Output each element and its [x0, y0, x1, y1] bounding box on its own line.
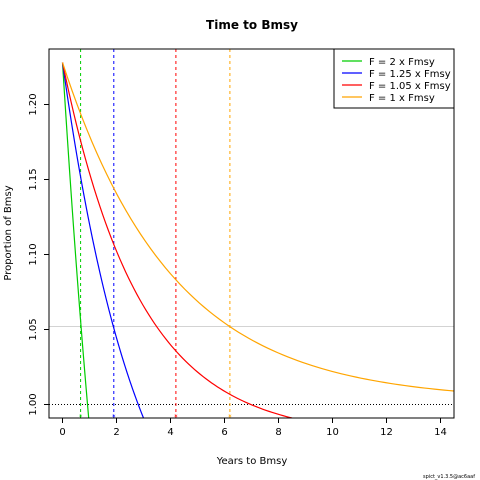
legend-label-3: F = 1.05 x Fmsy [369, 81, 451, 92]
bmsy-time-marker-1: * [79, 413, 83, 421]
series-line-1 [61, 62, 90, 418]
y-tick-label: 1.10 [28, 243, 39, 265]
series-line-4 [61, 62, 454, 392]
x-axis-label: Years to Bmsy [216, 456, 288, 467]
chart-title: Time to Bmsy [206, 18, 298, 32]
y-tick-label: 1.15 [28, 168, 39, 190]
y-axis-label: Proportion of Bmsy [3, 185, 14, 280]
bmsy-time-marker-4: * [228, 413, 232, 421]
x-tick-label: 14 [434, 427, 447, 438]
x-tick-label: 10 [326, 427, 339, 438]
y-tick-label: 1.00 [28, 393, 39, 415]
legend-label-2: F = 1.25 x Fmsy [369, 69, 451, 80]
series-line-2 [61, 62, 145, 418]
x-tick-label: 2 [113, 427, 119, 438]
y-axis: 1.00 1.05 1.10 1.15 1.20 [28, 93, 49, 416]
y-tick-label: 1.05 [28, 318, 39, 340]
plot-frame [48, 48, 455, 419]
plot-area: * * * * [48, 48, 455, 421]
legend-label-4: F = 1 x Fmsy [369, 93, 435, 104]
x-tick-label: 4 [167, 427, 173, 438]
x-tick-label: 6 [221, 427, 227, 438]
x-tick-label: 0 [59, 427, 65, 438]
series-line-3 [61, 62, 293, 418]
legend-label-1: F = 2 x Fmsy [369, 57, 435, 68]
legend-box [333, 48, 455, 109]
x-axis: 0 2 4 6 8 10 12 14 [59, 418, 447, 438]
x-tick-label: 8 [275, 427, 281, 438]
x-tick-label: 12 [380, 427, 393, 438]
y-tick-label: 1.20 [28, 93, 39, 115]
version-footer: spict_v1.3.5@ac6aaf [423, 474, 475, 480]
bmsy-time-marker-2: * [112, 413, 116, 421]
bmsy-time-marker-3: * [174, 413, 178, 421]
